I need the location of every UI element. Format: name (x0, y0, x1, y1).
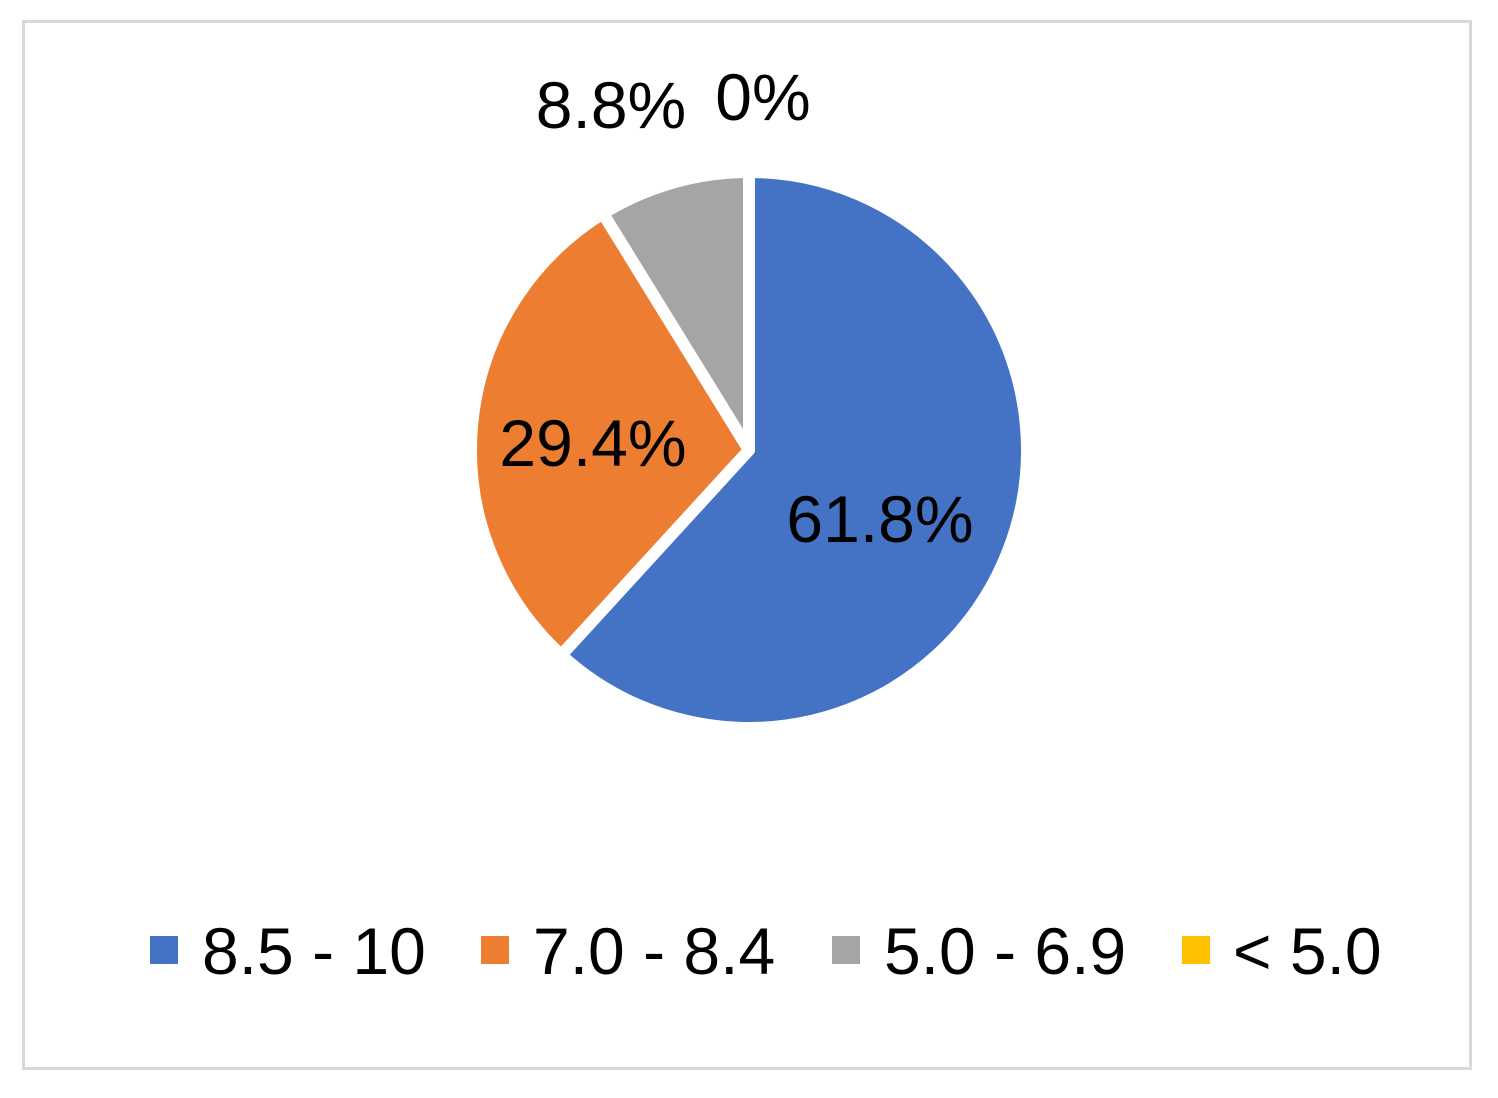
legend-swatch-5-0-6-9 (832, 936, 860, 964)
pie-slices (465, 166, 1033, 734)
data-label-5-0-6-9: 8.8% (536, 68, 686, 142)
data-label-lt-5-0: 0% (715, 60, 810, 134)
data-label-8-5-10: 61.8% (786, 482, 973, 556)
data-labels: 61.8% 29.4% 8.8% 0% (499, 60, 973, 556)
legend-swatch-8-5-10 (150, 936, 178, 964)
legend-label-lt-5-0: < 5.0 (1233, 914, 1382, 988)
legend-label-8-5-10: 8.5 - 10 (202, 914, 426, 988)
legend-label-7-0-8-4: 7.0 - 8.4 (533, 914, 775, 988)
legend: 8.5 - 10 7.0 - 8.4 5.0 - 6.9 < 5.0 (150, 914, 1382, 988)
data-label-7-0-8-4: 29.4% (499, 406, 686, 480)
pie-slice-8-5-10 (555, 166, 1033, 734)
pie-slice-5-0-6-9 (597, 166, 755, 456)
legend-label-5-0-6-9: 5.0 - 6.9 (884, 914, 1126, 988)
legend-swatch-lt-5-0 (1182, 936, 1210, 964)
pie-slice-7-0-8-4 (465, 207, 755, 662)
legend-swatch-7-0-8-4 (481, 936, 509, 964)
